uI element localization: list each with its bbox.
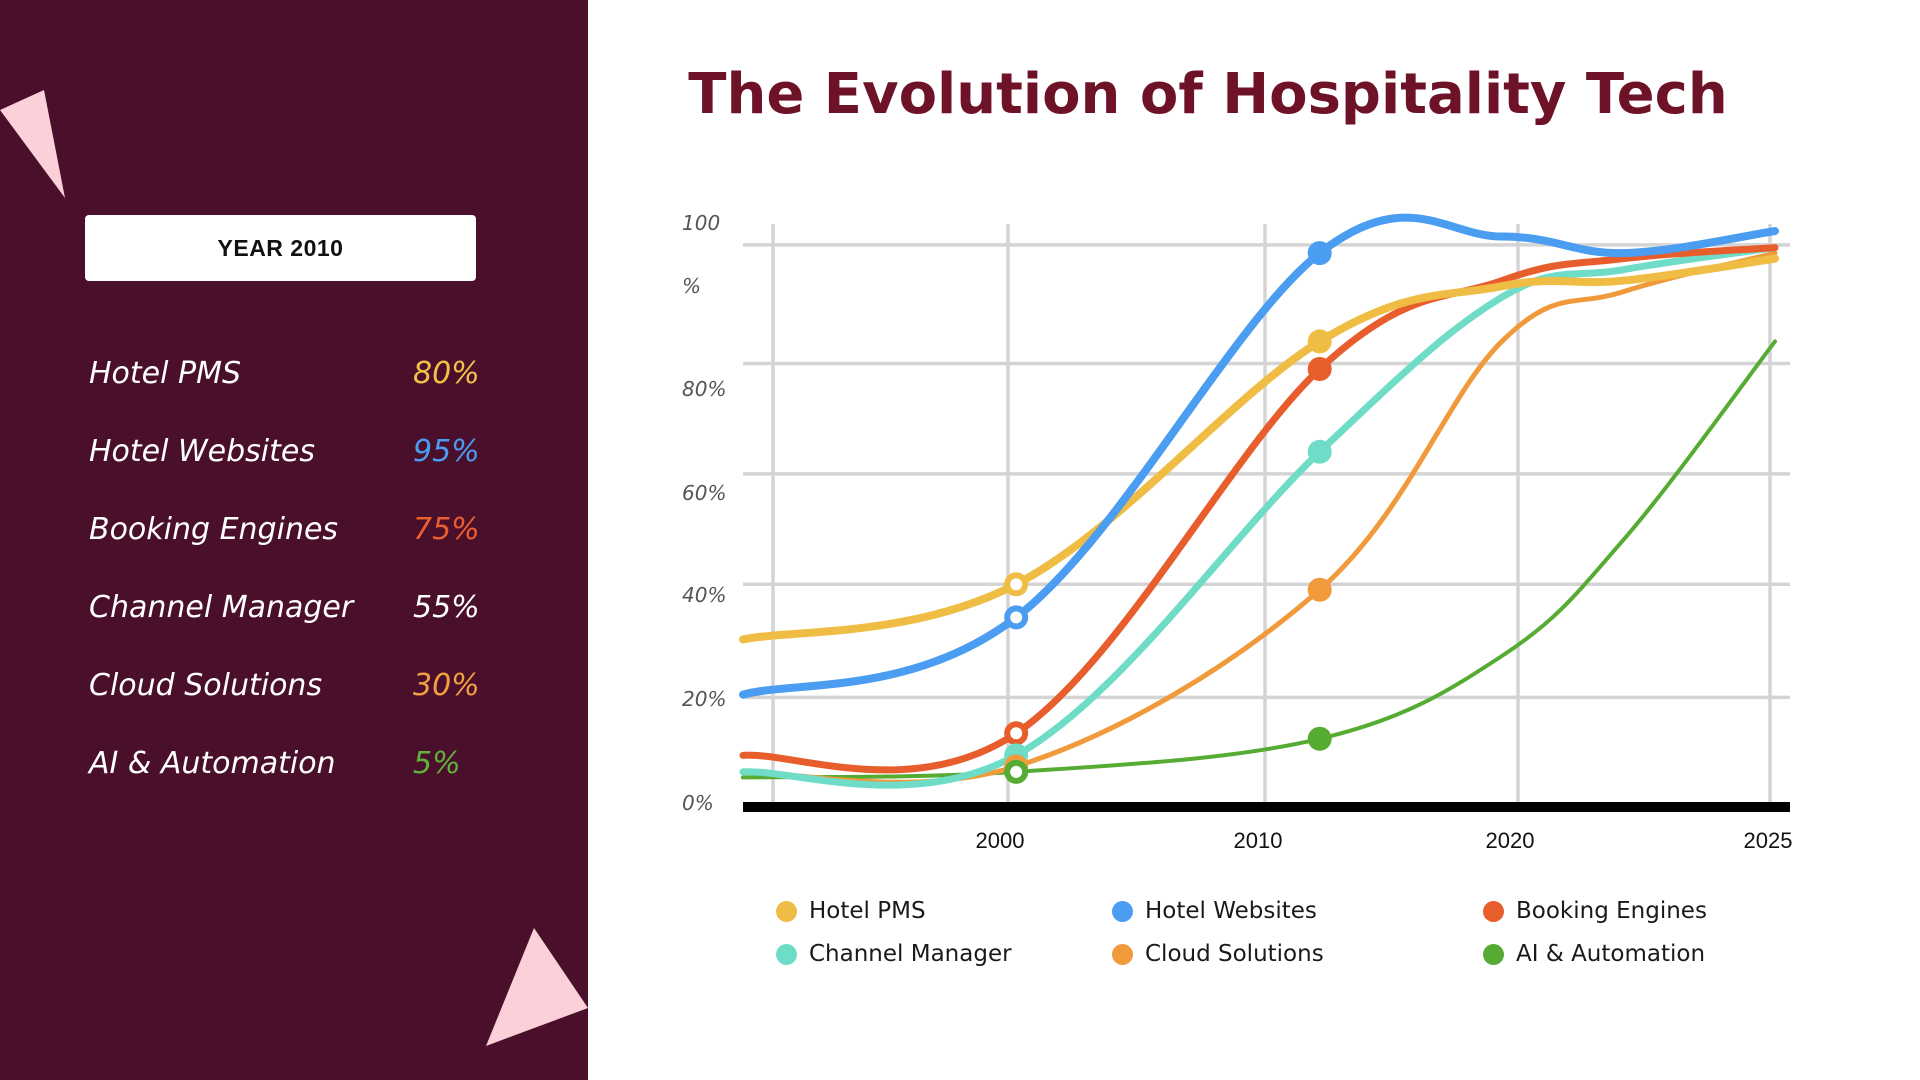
legend-item[interactable]: Hotel Websites [1112,894,1317,928]
decorative-triangle-top [0,90,65,198]
year-label[interactable]: YEAR 2010 [85,215,476,281]
stat-row: Booking Engines 75% [89,512,509,590]
series-line [739,244,1779,789]
y-tick-label: % [682,274,701,298]
stat-row: Channel Manager 55% [89,590,509,668]
legend-dot [1483,943,1504,965]
stat-value: 95% [413,434,480,469]
legend-dot [1112,900,1133,922]
legend-label: Channel Manager [809,941,1012,967]
x-axis-baseline [743,802,1790,812]
y-tick-label: 0% [682,791,714,815]
data-point-marker [1004,572,1029,597]
data-point-marker [1307,726,1332,751]
legend-item[interactable]: Cloud Solutions [1112,937,1324,971]
data-point-marker [1307,241,1332,266]
legend-label: Cloud Solutions [1145,941,1324,967]
stat-row: Hotel Websites 95% [89,434,509,512]
legend-item[interactable]: Hotel PMS [776,894,926,928]
y-tick-label: 40% [682,583,726,607]
stat-label: AI & Automation [89,746,336,781]
legend-item[interactable]: AI & Automation [1483,937,1705,971]
stat-value: 5% [413,746,461,781]
line-chart: 100% 80% 60% 40% 20% 0% 2000 2010 2020 2025 [682,211,1793,853]
stat-label: Booking Engines [89,512,339,547]
data-point-marker [1307,357,1332,382]
stat-row: Hotel PMS 80% [89,356,509,434]
x-tick-label: 2025 [1744,828,1793,853]
stat-row: Cloud Solutions 30% [89,668,509,746]
data-point-marker [1307,439,1332,464]
y-tick-label: 20% [682,687,726,711]
legend-label: Hotel PMS [809,898,926,924]
stat-label: Cloud Solutions [89,668,323,703]
stat-value: 30% [413,668,480,703]
legend-dot [1112,943,1133,965]
stat-label: Hotel Websites [89,434,315,469]
legend-dot [1483,900,1504,922]
data-point-marker [1004,759,1029,784]
legend-dot [776,943,797,965]
left-panel: YEAR 2010 Hotel PMS 80% Hotel Websites 9… [0,0,588,1080]
x-tick-label: 2010 [1234,828,1283,853]
legend-item[interactable]: Booking Engines [1483,894,1707,928]
series-line [741,339,1777,780]
page-title: The Evolution of Hospitality Tech [688,62,1728,127]
legend-label: Hotel Websites [1145,898,1317,924]
chart-legend: Hotel PMS Hotel Websites Booking Engines… [776,894,1776,994]
stat-list: Hotel PMS 80% Hotel Websites 95% Booking… [89,356,509,824]
stat-row: AI & Automation 5% [89,746,509,824]
data-point-marker [1004,605,1029,630]
data-point-marker [1004,721,1029,746]
data-point-marker [1307,329,1332,354]
series-line [739,254,1779,644]
legend-label: AI & Automation [1516,941,1706,967]
y-tick-label: 60% [682,481,726,505]
stat-value: 75% [413,512,480,547]
legend-label: Booking Engines [1516,898,1707,924]
x-tick-label: 2000 [976,828,1025,853]
decorative-triangle-bottom [486,928,588,1046]
series-line [739,244,1779,774]
y-tick-label: 80% [682,377,726,401]
x-tick-label: 2020 [1486,828,1535,853]
data-point-marker [1307,577,1332,602]
stat-label: Channel Manager [89,590,354,625]
legend-dot [776,900,797,922]
stat-value: 80% [413,356,480,391]
stat-label: Hotel PMS [89,356,242,391]
legend-item[interactable]: Channel Manager [776,937,1012,971]
y-tick-label: 100 [682,211,720,235]
stat-value: 55% [413,590,480,625]
